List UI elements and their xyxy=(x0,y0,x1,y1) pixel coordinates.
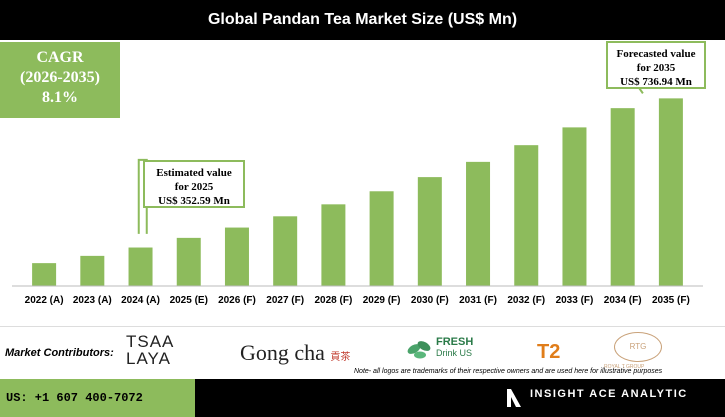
x-tick-label-13: 2035 (F) xyxy=(652,295,690,306)
bar-13 xyxy=(658,98,683,286)
estimated-callout-line3: US$ 352.59 Mn xyxy=(158,195,230,207)
x-tick-label-4: 2026 (F) xyxy=(218,295,256,306)
tsaa-logo-line1: TSAA xyxy=(126,332,175,351)
estimated-callout-line1: Estimated value xyxy=(156,167,232,179)
x-tick-label-3: 2025 (E) xyxy=(170,295,208,306)
forecasted-callout-line2: for 2035 xyxy=(636,62,676,74)
x-tick-label-11: 2033 (F) xyxy=(556,295,594,306)
bar-3 xyxy=(176,237,201,286)
x-tick-label-7: 2029 (F) xyxy=(363,295,401,306)
cagr-value: 8.1% xyxy=(42,89,78,106)
estimated-callout-line2: for 2025 xyxy=(174,181,214,193)
bar-9 xyxy=(466,161,491,286)
bar-7 xyxy=(369,191,394,286)
footer-brand: INSIGHT ACE ANALYTIC xyxy=(530,388,688,400)
fresh-logo-line1: FRESH xyxy=(436,336,474,348)
x-tick-label-12: 2034 (F) xyxy=(604,295,642,306)
t2-logo: T2 xyxy=(537,341,561,363)
bar-8 xyxy=(417,177,442,286)
bar-chart: 2022 (A) 2023 (A) 2024 (A) 2025 (E) 2026 (F)… xyxy=(12,42,703,306)
x-tick-label-1: 2023 (A) xyxy=(73,295,112,306)
bar-6 xyxy=(321,204,346,286)
x-tick-label-9: 2031 (F) xyxy=(459,295,497,306)
tsaa-logo-line2: LAYA xyxy=(126,349,171,368)
bar-12 xyxy=(610,108,635,286)
rtg-logo: RTG xyxy=(614,332,662,362)
gong-cha-logo-cn: 貢茶 xyxy=(330,352,351,363)
x-tick-label-6: 2028 (F) xyxy=(314,295,352,306)
chart-area: 2022 (A) 2023 (A) 2024 (A) 2025 (E) 2026 (F)… xyxy=(0,40,725,325)
forecasted-callout-line3: US$ 736.94 Mn xyxy=(620,76,692,88)
x-tick-label-0: 2022 (A) xyxy=(25,295,64,306)
footer-phone: US: +1 607 400-7072 xyxy=(0,379,195,417)
insight-ace-icon xyxy=(507,389,521,407)
bar-1 xyxy=(80,255,105,286)
trademark-note: Note- all logos are trademarks of their … xyxy=(354,368,663,375)
rtg-logo-sub: ROYAL T GROUP xyxy=(604,364,645,370)
chart-title: Global Pandan Tea Market Size (US$ Mn) xyxy=(0,0,725,40)
bar-11 xyxy=(562,127,587,286)
contributors-label: Market Contributors: xyxy=(5,347,114,359)
estimated-callout: Estimated value for 2025 US$ 352.59 Mn xyxy=(143,160,245,208)
x-tick-label-5: 2027 (F) xyxy=(266,295,304,306)
bar-4 xyxy=(224,227,249,286)
gong-cha-logo: Gong cha 貢茶 xyxy=(240,340,350,366)
forecasted-callout: Forecasted value for 2035 US$ 736.94 Mn xyxy=(606,41,706,89)
x-tick-label-2: 2024 (A) xyxy=(121,295,160,306)
cagr-period: (2026-2035) xyxy=(20,69,100,86)
bar-10 xyxy=(514,145,539,286)
gong-cha-logo-text: Gong cha xyxy=(240,340,325,365)
bar-0 xyxy=(32,263,57,286)
cagr-box: CAGR (2026-2035) 8.1% xyxy=(0,42,120,118)
leaf-icon xyxy=(407,341,431,359)
forecasted-callout-line1: Forecasted value xyxy=(616,48,696,60)
cagr-label: CAGR xyxy=(36,49,84,66)
fresh-logo-line2: Drink US xyxy=(436,348,473,358)
tsaa-laya-logo: TSAA LAYA xyxy=(126,333,174,367)
x-tick-label-10: 2032 (F) xyxy=(507,295,545,306)
footer: US: +1 607 400-7072 INSIGHT ACE ANALYTIC xyxy=(0,379,725,417)
bar-2 xyxy=(128,247,153,286)
contributors-strip: Market Contributors: TSAA LAYA Gong cha … xyxy=(0,326,725,379)
x-tick-label-8: 2030 (F) xyxy=(411,295,449,306)
bar-5 xyxy=(273,216,298,286)
